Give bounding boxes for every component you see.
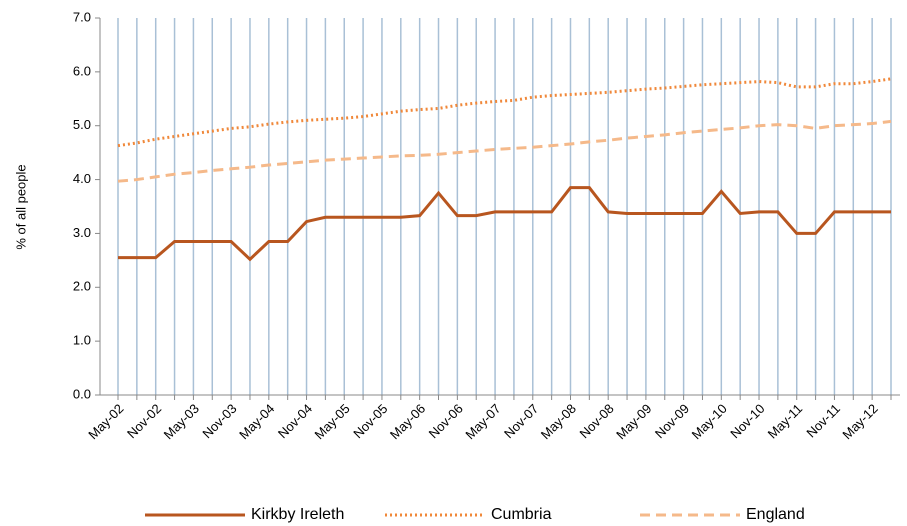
x-tick-label: Nov-07 (501, 401, 541, 441)
series-line (117, 119, 892, 183)
x-tick-label: May-02 (85, 401, 126, 442)
x-tick-label: Nov-09 (652, 401, 692, 441)
x-tick-label: May-05 (312, 401, 353, 442)
x-tick-label: May-03 (161, 401, 202, 442)
y-tick-label: 0.0 (73, 386, 91, 401)
x-tick-label: May-10 (689, 401, 730, 442)
x-tick-label: May-09 (613, 401, 654, 442)
x-tick-label: Nov-08 (576, 401, 616, 441)
y-tick-label: 7.0 (73, 9, 91, 24)
x-tick-label: Nov-11 (803, 401, 843, 441)
y-tick-label: 3.0 (73, 225, 91, 240)
x-tick-label: May-07 (462, 401, 503, 442)
y-tick-label: 2.0 (73, 279, 91, 294)
y-tick-label: 4.0 (73, 171, 91, 186)
x-tick-label: Nov-06 (426, 401, 466, 441)
y-tick-label: 1.0 (73, 333, 91, 348)
x-tick-label: Nov-04 (275, 401, 315, 441)
x-tick-label: Nov-10 (727, 401, 767, 441)
y-tick-label: 5.0 (73, 117, 91, 132)
legend-label: Kirkby Ireleth (251, 506, 344, 523)
y-tick-label: 6.0 (73, 63, 91, 78)
x-tick-label: Nov-05 (350, 401, 390, 441)
x-tick-label: May-11 (765, 401, 806, 442)
x-tick-label: May-12 (839, 401, 880, 442)
series-line (118, 186, 891, 262)
x-tick-label: Nov-02 (124, 401, 164, 441)
x-tick-label: May-04 (236, 401, 277, 442)
x-tick-label: May-06 (387, 401, 428, 442)
series-line (117, 77, 892, 148)
legend-label: Cumbria (491, 506, 552, 523)
x-tick-label: May-08 (538, 401, 579, 442)
legend-label: England (746, 506, 805, 523)
y-axis-label: % of all people (13, 164, 28, 249)
x-tick-label: Nov-03 (199, 401, 239, 441)
